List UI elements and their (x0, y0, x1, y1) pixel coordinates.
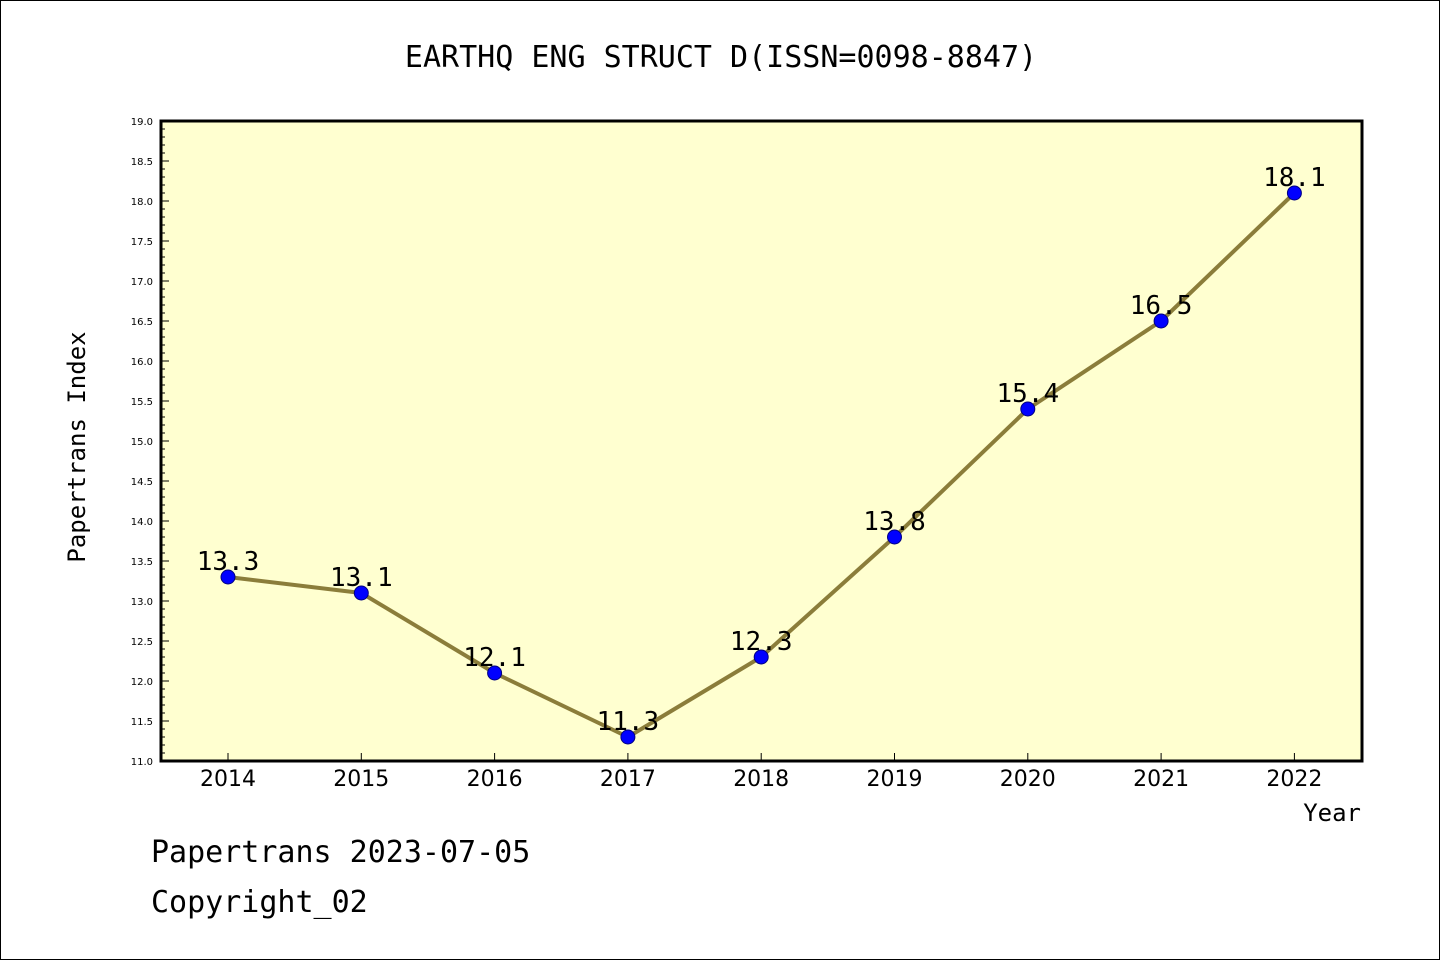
data-point (1153, 313, 1169, 329)
data-point (487, 665, 503, 681)
data-label: 13.1 (330, 563, 393, 593)
y-tick-label: 13.5 (131, 557, 153, 568)
y-tick-label: 16.5 (131, 317, 153, 328)
x-tick-label: 2018 (733, 767, 789, 792)
y-tick-label: 12.0 (131, 677, 153, 688)
data-point (1286, 185, 1302, 201)
data-label: 13.8 (863, 507, 926, 537)
y-axis-label: Papertrans Index (63, 331, 91, 562)
data-label: 13.3 (197, 547, 260, 577)
footer-date-text: Papertrans 2023-07-05 (151, 835, 531, 870)
footer-copyright-text: Copyright_02 (151, 885, 368, 920)
plot-area (159, 119, 1364, 763)
y-axis: 11.0 11.5 12.0 12.5 13.0 13.5 14.0 14.5 15.0 15.5… (131, 117, 169, 768)
x-tick-label: 2021 (1133, 767, 1189, 792)
x-tick-label: 2022 (1266, 767, 1322, 792)
data-label: 12.1 (463, 643, 526, 673)
x-tick-label: 2020 (1000, 767, 1056, 792)
data-label: 16.5 (1130, 291, 1193, 321)
data-label: 11.3 (597, 707, 660, 737)
x-tick-label: 2014 (200, 767, 256, 792)
y-tick-label: 16.0 (131, 357, 153, 368)
data-point (753, 649, 769, 665)
y-tick-label: 13.0 (131, 597, 153, 608)
data-point (353, 585, 369, 601)
y-tick-label: 19.0 (131, 117, 153, 128)
x-axis-label: Year (1303, 799, 1361, 827)
y-tick-label: 15.0 (131, 437, 153, 448)
y-tick-label: 11.5 (131, 717, 153, 728)
y-tick-label: 14.0 (131, 517, 153, 528)
data-point (887, 529, 902, 545)
series-line-group (220, 185, 1302, 745)
data-labels-group: 13.3 13.1 12.1 11.3 12.3 13.8 15.4 16.5 18.1 (197, 163, 1326, 737)
data-point (620, 729, 636, 745)
y-tick-label: 18.5 (131, 157, 153, 168)
chart-title: EARTHQ ENG STRUCT D(ISSN=0098-8847) (405, 40, 1037, 75)
x-axis: 2014 2015 2016 2017 2018 2019 2020 2021 2022 (200, 753, 1322, 792)
y-tick-label: 17.0 (131, 277, 153, 288)
y-tick-label: 17.5 (131, 237, 153, 248)
x-tick-label: 2017 (600, 767, 656, 792)
data-label: 12.3 (730, 627, 793, 657)
x-tick-label: 2016 (467, 767, 523, 792)
y-tick-label: 15.5 (131, 397, 153, 408)
data-point (1020, 401, 1036, 417)
data-label: 15.4 (996, 379, 1059, 409)
y-tick-label: 11.0 (131, 757, 153, 768)
y-tick-label: 12.5 (131, 637, 153, 648)
data-label: 18.1 (1263, 163, 1326, 193)
y-tick-label: 14.5 (131, 477, 153, 488)
y-tick-label: 18.0 (131, 197, 153, 208)
x-tick-label: 2015 (333, 767, 389, 792)
data-point (220, 569, 236, 585)
x-tick-label: 2019 (867, 767, 923, 792)
